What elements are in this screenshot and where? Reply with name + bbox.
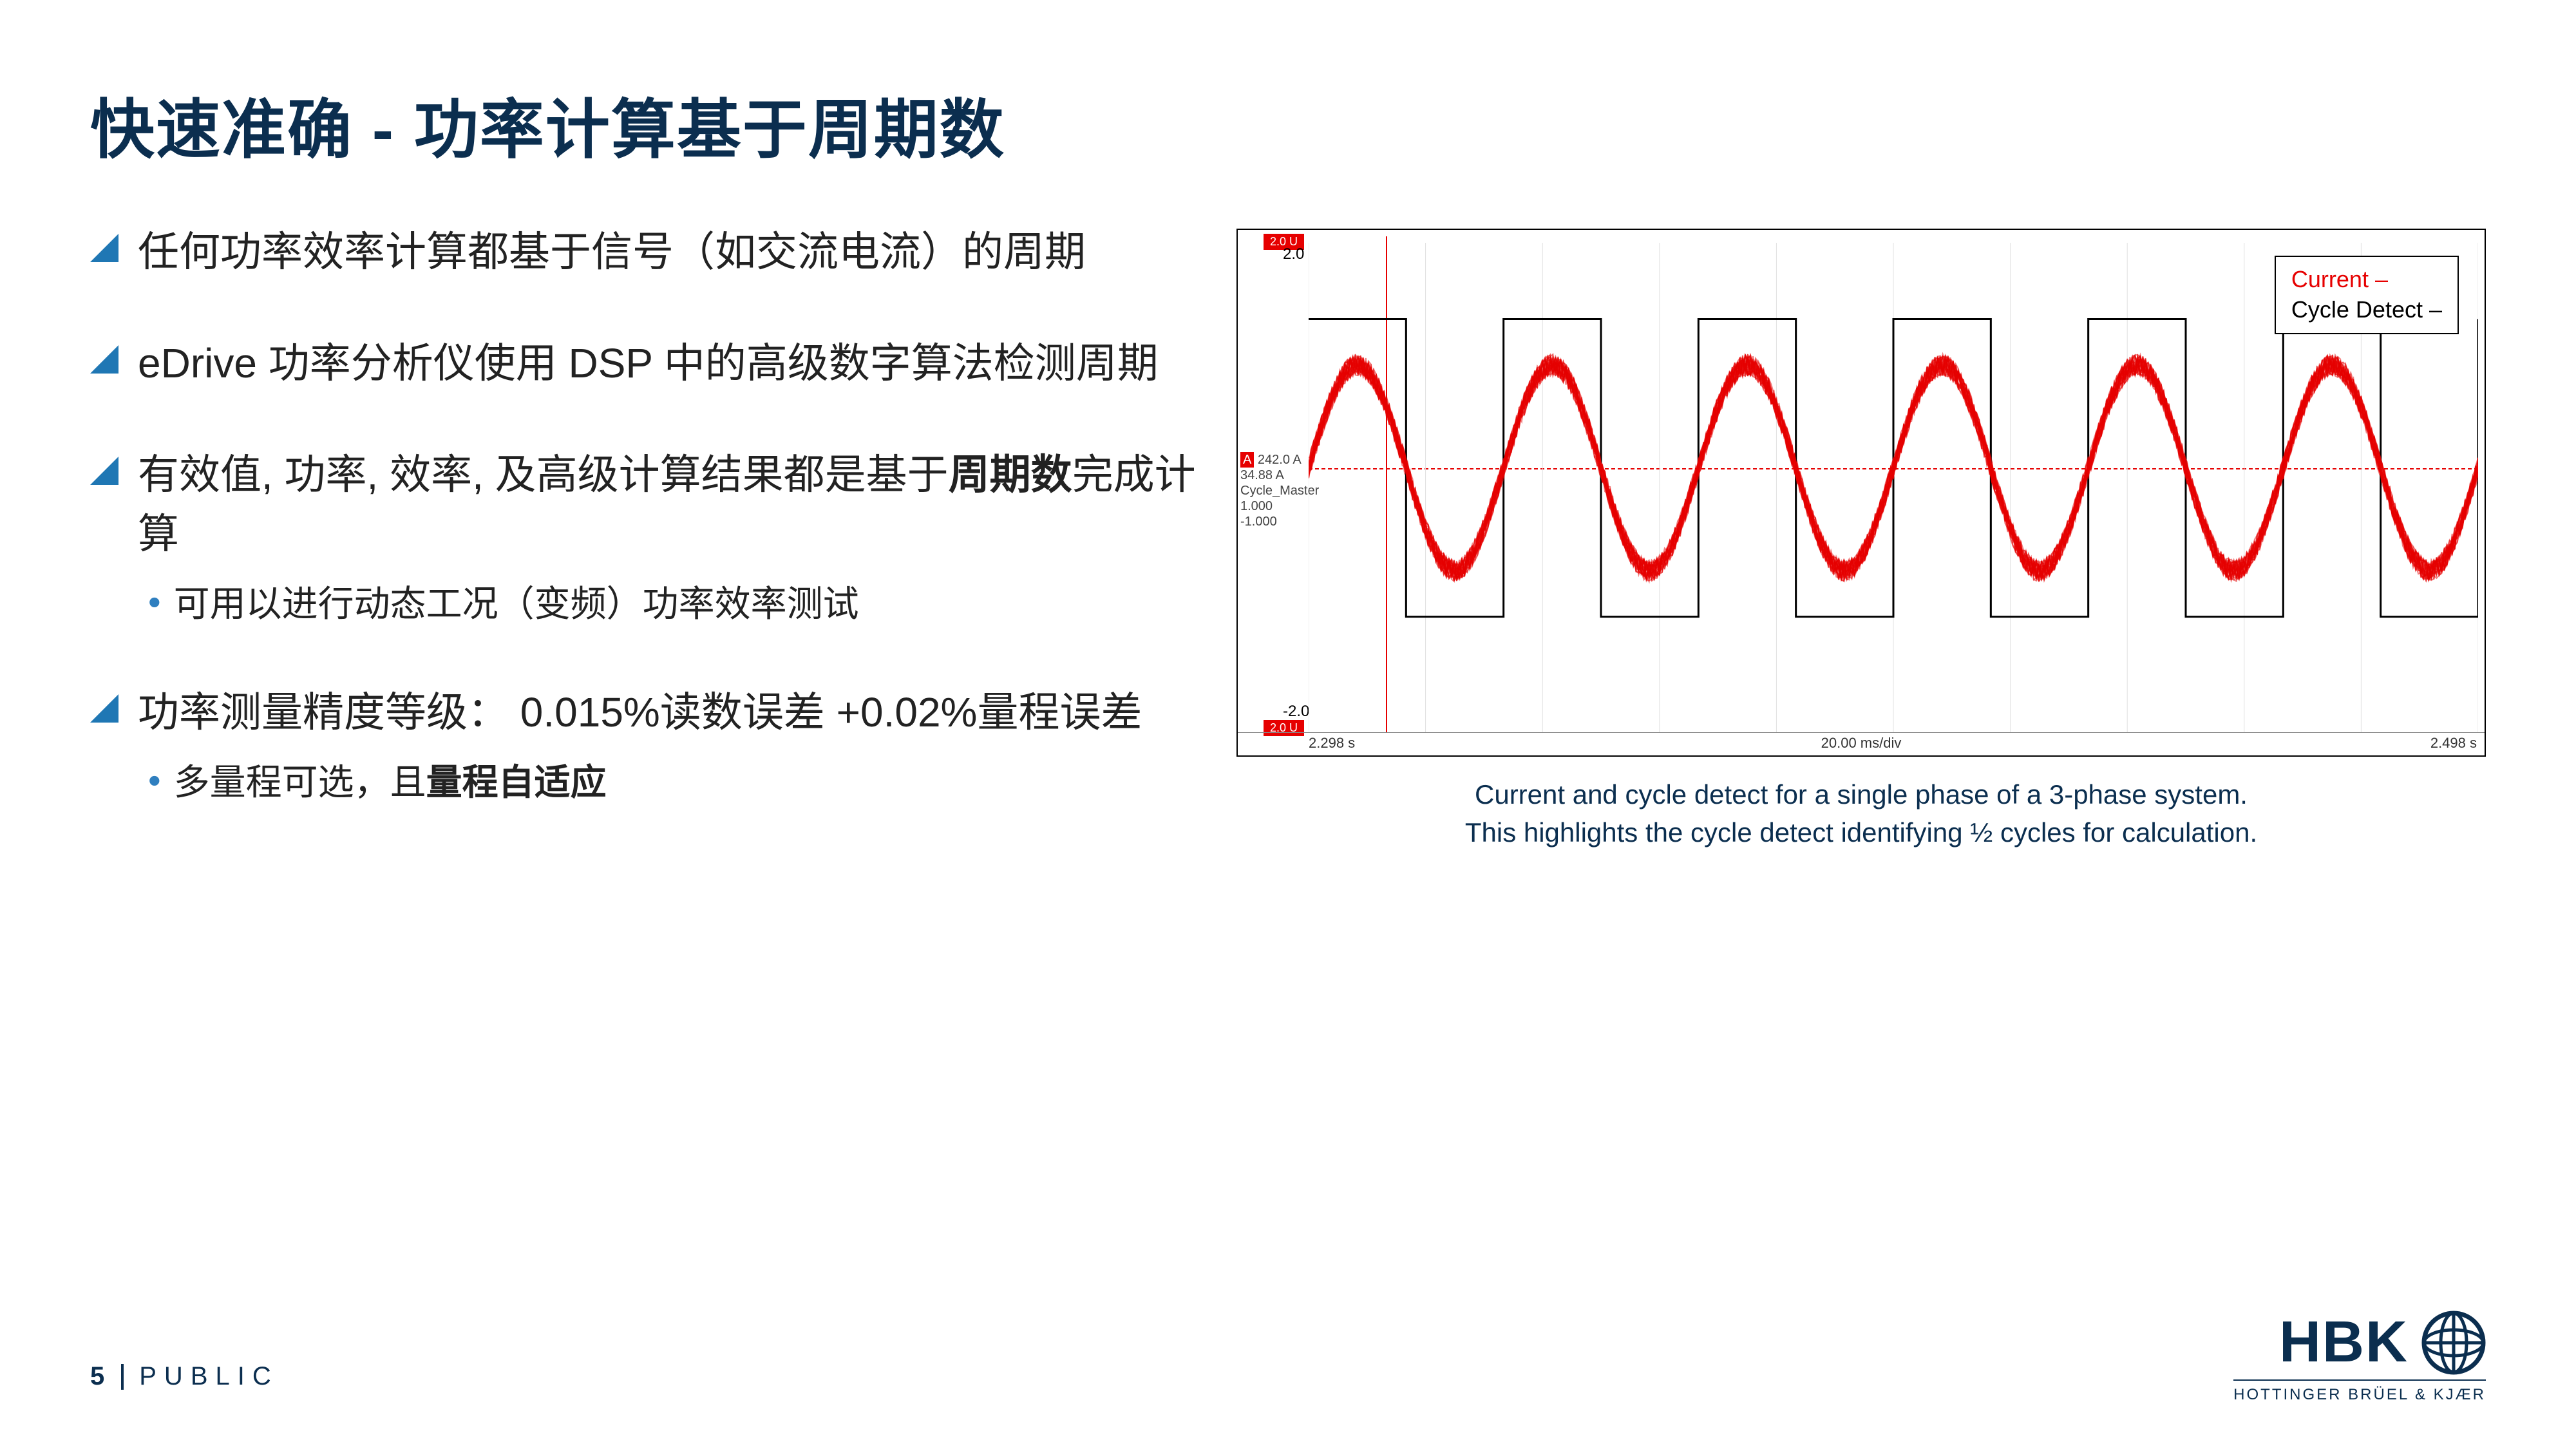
footer: 5 PUBLIC xyxy=(90,1362,279,1391)
footer-label: PUBLIC xyxy=(139,1362,279,1391)
bullet-triangle-icon xyxy=(90,345,118,374)
bullet-text: 功率测量精度等级： 0.015%读数误差 +0.02%量程误差 xyxy=(138,683,1142,743)
page-number: 5 xyxy=(90,1362,106,1391)
y-left-labels: A 242.0 A34.88 ACycle_Master1.000-1.000 xyxy=(1240,452,1319,529)
sub-bullet-icon: • xyxy=(148,755,161,806)
globe-icon xyxy=(2421,1311,2486,1375)
bullet-triangle-icon xyxy=(90,457,118,485)
sub-bullet-icon: • xyxy=(148,577,161,627)
logo-subtitle: HOTTINGER BRÜEL & KJÆR xyxy=(2233,1379,2486,1404)
bullet-triangle-icon xyxy=(90,234,118,262)
chart-caption: Current and cycle detect for a single ph… xyxy=(1236,776,2486,852)
bullet-list: 任何功率效率计算都基于信号（如交流电流）的周期 eDrive 功率分析仪使用 DS… xyxy=(90,222,1198,861)
bullet-text: 任何功率效率计算都基于信号（如交流电流）的周期 xyxy=(138,222,1086,282)
sub-bullet-text: 多量程可选，且量程自适应 xyxy=(174,755,607,810)
legend-current: Current – xyxy=(2291,265,2442,295)
hbk-logo: HBK HOTTINGER BRÜEL & KJÆR xyxy=(2233,1309,2486,1404)
slide-title: 快速准确 - 功率计算基于周期数 xyxy=(90,77,2486,171)
legend-cycle: Cycle Detect – xyxy=(2291,295,2442,325)
x-scale: 20.00 ms/div xyxy=(1821,735,1902,752)
bullet-triangle-icon xyxy=(90,694,118,723)
footer-divider xyxy=(121,1364,124,1390)
y-min-label: -2.0 xyxy=(1283,703,1309,721)
logo-text: HBK xyxy=(2279,1309,2409,1376)
x-start: 2.298 s xyxy=(1309,735,1355,752)
x-axis: 2.298 s 20.00 ms/div 2.498 s xyxy=(1238,732,2485,755)
caption-line1: Current and cycle detect for a single ph… xyxy=(1236,776,2486,814)
caption-line2: This highlights the cycle detect identif… xyxy=(1236,814,2486,852)
bullet-text: eDrive 功率分析仪使用 DSP 中的高级数字算法检测周期 xyxy=(138,334,1159,393)
waveform-chart: 2.0 U 2.0 -2.0 2.0 U A 242.0 A34.88 ACyc… xyxy=(1236,229,2486,757)
y-max-label: 2.0 xyxy=(1283,245,1304,263)
bullet-text: 有效值, 功率, 效率, 及高级计算结果都是基于周期数完成计算 xyxy=(138,445,1198,565)
chart-legend: Current – Cycle Detect – xyxy=(2275,256,2459,334)
x-end: 2.498 s xyxy=(2430,735,2477,752)
sub-bullet-text: 可用以进行动态工况（变频）功率效率测试 xyxy=(174,577,859,631)
